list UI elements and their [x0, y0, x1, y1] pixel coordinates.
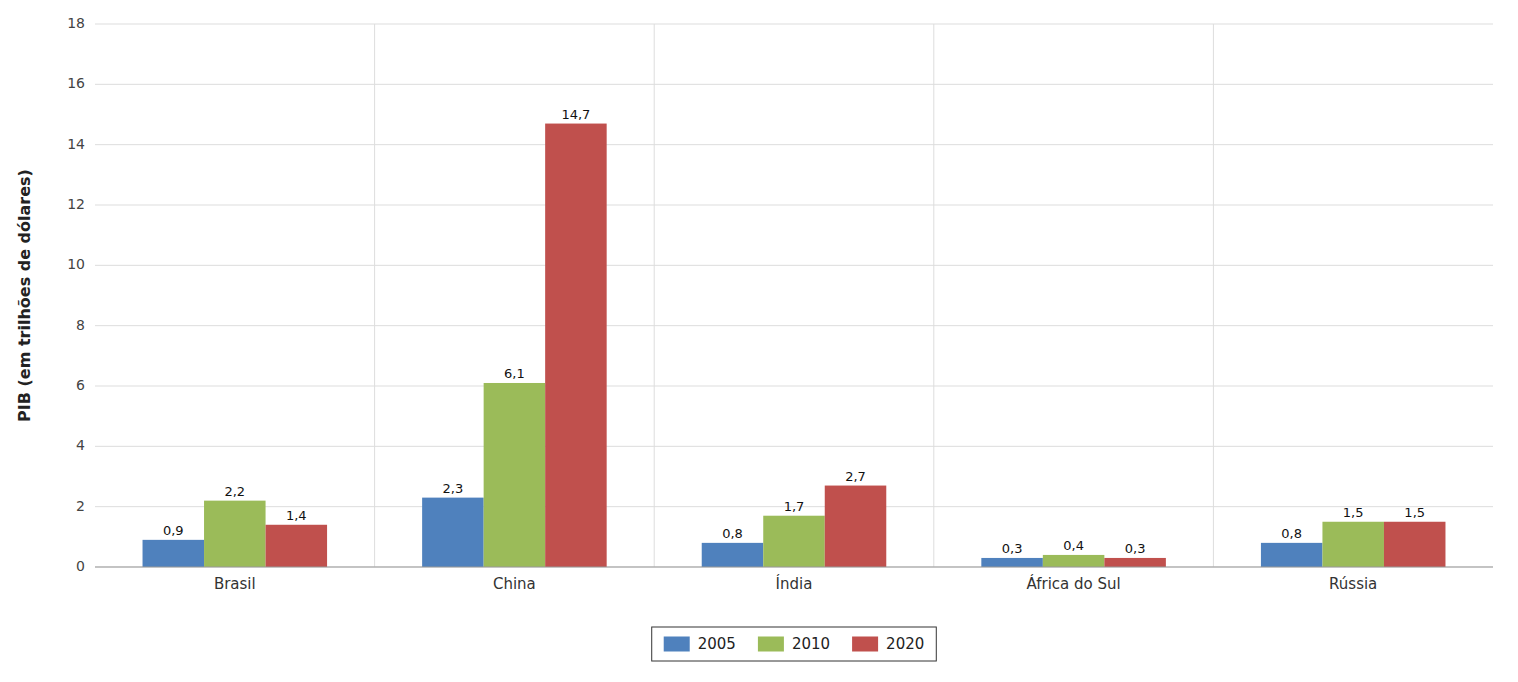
bar — [1384, 522, 1446, 567]
bar — [545, 124, 607, 567]
legend-label: 2005 — [698, 635, 736, 653]
data-label: 0,9 — [163, 523, 184, 538]
bar — [1261, 543, 1323, 567]
grid-line — [95, 24, 1493, 25]
grid — [95, 24, 1493, 567]
grid-line — [95, 386, 1493, 387]
legend-item: 2020 — [852, 635, 924, 653]
group-separator — [933, 24, 934, 567]
background — [0, 0, 1518, 682]
y-tick-label: 0 — [76, 558, 85, 574]
y-tick-label: 12 — [67, 196, 85, 212]
y-ticks: 0 2 4 6 8 10 12 14 16 18 — [67, 15, 85, 574]
y-tick-label: 2 — [76, 498, 85, 514]
x-tick-label: África do Sul — [1026, 574, 1120, 593]
bars — [143, 124, 1446, 567]
legend-swatch — [852, 637, 878, 652]
bar — [763, 516, 825, 567]
legend-swatch — [758, 637, 784, 652]
legend-item: 2010 — [758, 635, 830, 653]
data-label: 1,4 — [286, 508, 307, 523]
bar — [825, 486, 887, 567]
grid-line — [95, 446, 1493, 447]
bar — [702, 543, 764, 567]
x-ticks: Brasil China Índia África do Sul Rússia — [214, 574, 1377, 593]
group-separator — [374, 24, 375, 567]
data-label: 1,5 — [1404, 505, 1425, 520]
bar — [1104, 558, 1166, 567]
group-separator — [1213, 24, 1214, 567]
y-tick-label: 10 — [67, 256, 85, 272]
grid-line — [95, 144, 1493, 145]
data-label: 0,3 — [1125, 541, 1146, 556]
data-label: 2,2 — [224, 484, 245, 499]
data-label: 0,8 — [1281, 526, 1302, 541]
x-tick-label: Brasil — [214, 575, 256, 593]
data-label: 0,3 — [1002, 541, 1023, 556]
y-tick-label: 14 — [67, 136, 85, 152]
data-label: 0,8 — [722, 526, 743, 541]
x-axis-line — [95, 567, 1493, 568]
group-separator — [654, 24, 655, 567]
legend-swatch — [664, 637, 690, 652]
bar — [204, 501, 266, 567]
y-tick-label: 8 — [76, 317, 85, 333]
y-tick-label: 6 — [76, 377, 85, 393]
x-tick-label: Índia — [776, 574, 813, 593]
y-tick-label: 4 — [76, 437, 85, 453]
bar — [1322, 522, 1384, 567]
grid-line — [95, 84, 1493, 85]
y-axis-label: PIB (em trilhões de dólares) — [15, 169, 34, 422]
data-label: 0,4 — [1063, 538, 1084, 553]
bar — [266, 525, 328, 567]
legend-frame — [652, 627, 937, 661]
grid-line — [95, 325, 1493, 326]
data-labels: 0,9 2,3 0,8 0,3 0,8 2,2 6,1 1,7 0,4 1,5 1,4 14,7 2,7… — [163, 107, 1425, 556]
grid-line — [95, 567, 1493, 568]
bar — [143, 540, 205, 567]
chart-svg: 0246810121416180,92,30,80,30,82,26,11,70… — [0, 0, 1518, 682]
data-label: 2,3 — [443, 481, 464, 496]
bar — [1043, 555, 1105, 567]
x-tick-label: China — [493, 575, 536, 593]
grid-line — [95, 205, 1493, 206]
data-label: 14,7 — [561, 107, 590, 122]
legend: 2005 2010 2020 — [652, 627, 937, 661]
data-label: 6,1 — [504, 366, 525, 381]
x-tick-label: Rússia — [1329, 575, 1377, 593]
y-tick-label: 16 — [67, 75, 85, 91]
data-label: 1,7 — [784, 499, 805, 514]
bar — [484, 383, 546, 567]
data-label: 2,7 — [845, 469, 866, 484]
chart-container: 0246810121416180,92,30,80,30,82,26,11,70… — [0, 0, 1518, 682]
bar — [981, 558, 1043, 567]
grid-line — [95, 265, 1493, 266]
y-tick-label: 18 — [67, 15, 85, 31]
data-label: 1,5 — [1343, 505, 1364, 520]
legend-label: 2020 — [886, 635, 924, 653]
legend-item: 2005 — [664, 635, 736, 653]
bar — [422, 498, 484, 567]
legend-label: 2010 — [792, 635, 830, 653]
